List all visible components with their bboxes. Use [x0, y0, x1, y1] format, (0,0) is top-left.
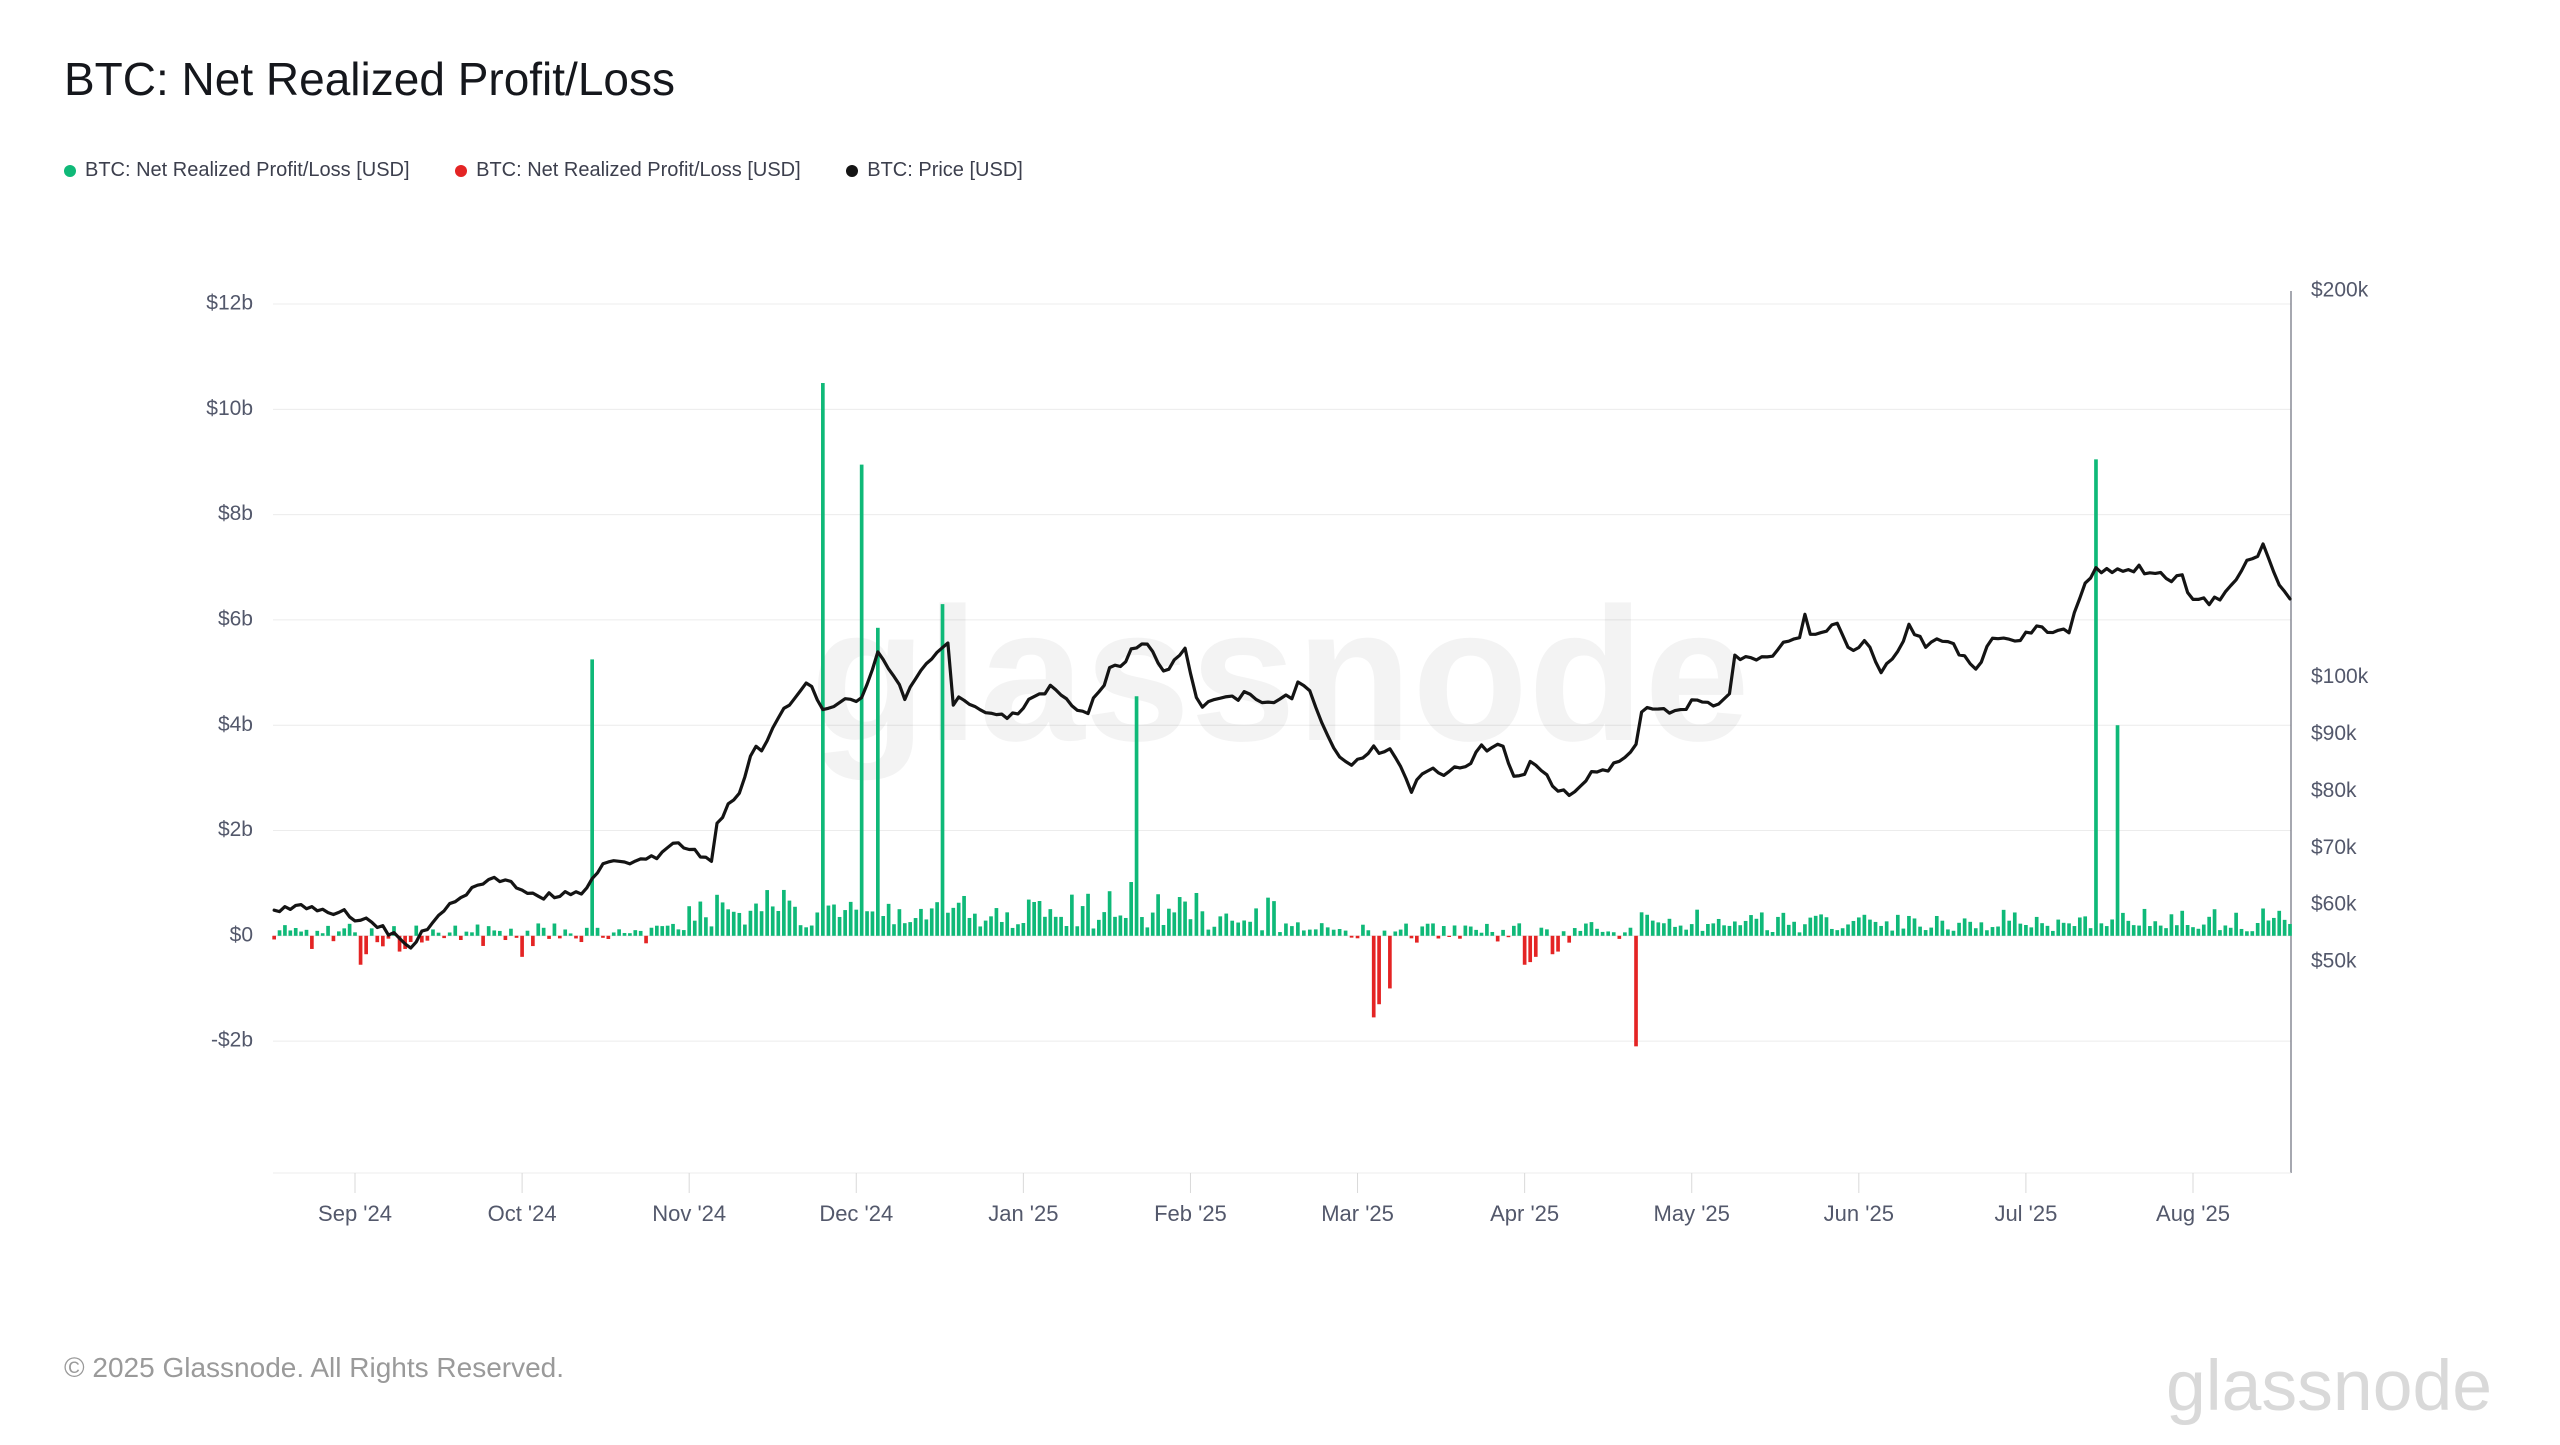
svg-text:Nov '24: Nov '24	[652, 1201, 726, 1226]
svg-text:Jul '25: Jul '25	[1994, 1201, 2057, 1226]
svg-text:$90k: $90k	[2311, 722, 2357, 745]
svg-text:Feb '25: Feb '25	[1154, 1201, 1227, 1226]
svg-text:Oct '24: Oct '24	[488, 1201, 557, 1226]
svg-text:Jan '25: Jan '25	[988, 1201, 1058, 1226]
svg-text:$2b: $2b	[218, 818, 253, 841]
svg-text:$6b: $6b	[218, 607, 253, 630]
svg-text:May '25: May '25	[1654, 1201, 1730, 1226]
svg-text:Apr '25: Apr '25	[1490, 1201, 1559, 1226]
svg-text:Dec '24: Dec '24	[819, 1201, 893, 1226]
svg-text:$8b: $8b	[218, 502, 253, 525]
svg-text:$0: $0	[230, 923, 253, 946]
svg-text:$60k: $60k	[2311, 893, 2357, 916]
svg-text:$4b: $4b	[218, 713, 253, 736]
svg-text:$12b: $12b	[206, 292, 253, 315]
svg-text:$80k: $80k	[2311, 779, 2357, 802]
svg-text:Aug '25: Aug '25	[2156, 1201, 2230, 1226]
svg-text:Mar '25: Mar '25	[1321, 1201, 1394, 1226]
svg-text:$10b: $10b	[206, 397, 253, 420]
svg-text:Jun '25: Jun '25	[1824, 1201, 1894, 1226]
svg-text:Sep '24: Sep '24	[318, 1201, 392, 1226]
svg-text:-$2b: -$2b	[211, 1029, 253, 1052]
svg-text:$50k: $50k	[2311, 950, 2357, 973]
svg-text:$100k: $100k	[2311, 665, 2369, 688]
svg-text:$200k: $200k	[2311, 279, 2369, 302]
svg-text:$70k: $70k	[2311, 836, 2357, 859]
